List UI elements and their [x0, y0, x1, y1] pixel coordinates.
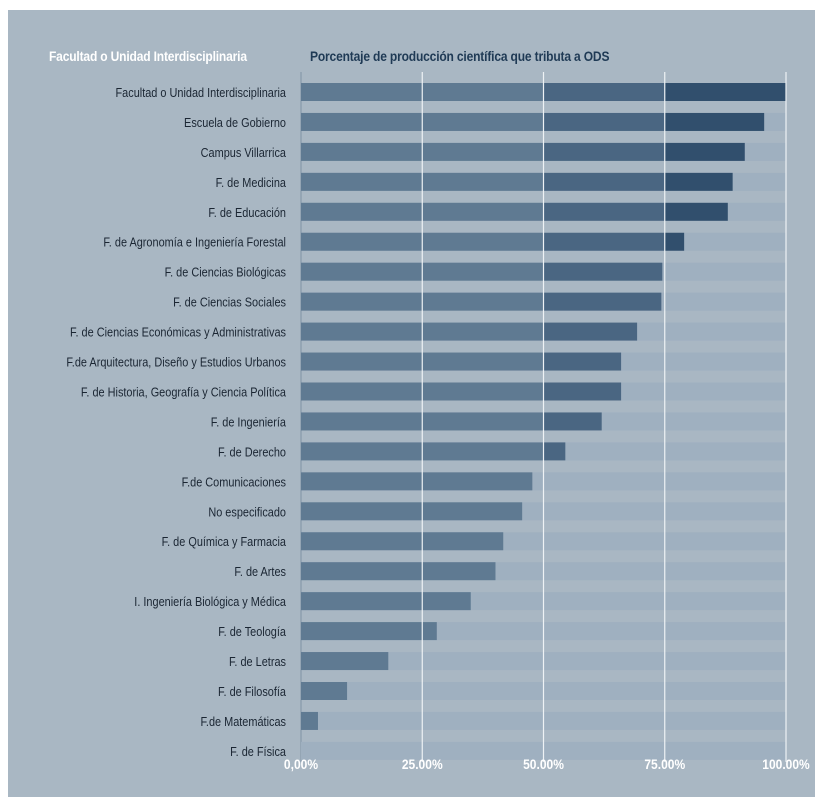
category-label: F. de Ciencias Biológicas	[165, 265, 286, 280]
category-label: F. de Teología	[218, 624, 286, 639]
x-tick-label: 50.00%	[523, 756, 564, 772]
bar	[301, 472, 533, 491]
bar	[543, 232, 665, 251]
category-label: Escuela de Gobierno	[184, 115, 286, 130]
category-label: I. Ingeniería Biológica y Médica	[134, 594, 286, 609]
bar	[664, 202, 728, 221]
category-header: Facultad o Unidad Interdisciplinaria	[49, 48, 247, 64]
bar	[301, 652, 389, 671]
category-label: F. de Química y Farmacia	[162, 534, 287, 549]
category-label: F. de Filosofía	[218, 684, 286, 699]
bar	[543, 142, 665, 161]
bar	[543, 83, 665, 101]
bar	[301, 592, 471, 611]
category-label: F. de Artes	[234, 564, 286, 579]
bar	[664, 112, 765, 131]
category-label: F. de Educación	[208, 205, 286, 220]
category-label: F. de Historia, Geografía y Ciencia Polí…	[81, 385, 286, 400]
bar	[543, 412, 602, 431]
category-label: F.de Comunicaciones	[182, 474, 286, 489]
category-label: F. de Ciencias Sociales	[173, 295, 286, 310]
bar	[543, 262, 663, 281]
category-label: F. de Ingeniería	[211, 415, 287, 430]
chart-panel: Facultad o Unidad Interdisciplinaria Por…	[8, 10, 815, 797]
bar	[301, 502, 523, 521]
bar	[301, 532, 504, 551]
chart-title: Porcentaje de producción científica que …	[310, 48, 610, 64]
category-label: F.de Arquitectura, Diseño y Estudios Urb…	[66, 355, 286, 370]
bar-chart: Facultad o Unidad Interdisciplinaria Escu…	[66, 72, 810, 772]
gridlines	[421, 72, 787, 762]
bar	[543, 172, 665, 191]
bar	[664, 232, 685, 251]
x-tick-label: 100.00%	[762, 756, 810, 772]
bar	[664, 142, 745, 161]
bar	[301, 711, 318, 730]
x-tick-label: 0,00%	[284, 756, 318, 772]
bar	[301, 622, 437, 641]
category-label: F. de Derecho	[218, 444, 286, 459]
category-label: F. de Agronomía e Ingeniería Forestal	[103, 235, 286, 250]
bar	[543, 322, 638, 341]
category-label: F. de Letras	[229, 654, 286, 669]
category-label: F. de Medicina	[216, 175, 287, 190]
bar	[301, 682, 348, 700]
bar	[301, 562, 496, 581]
category-label: F. de Física	[230, 744, 286, 759]
bar	[543, 292, 662, 311]
category-label: No especificado	[208, 504, 286, 519]
category-label: F.de Matemáticas	[200, 714, 286, 729]
bar	[543, 442, 566, 461]
bar	[543, 382, 622, 401]
bar	[664, 172, 733, 191]
category-label: F. de Ciencias Económicas y Administrati…	[70, 325, 286, 340]
bar	[543, 112, 665, 131]
category-labels: Facultad o Unidad Interdisciplinaria Escu…	[66, 85, 286, 759]
category-label: Campus Villarrica	[201, 145, 287, 160]
x-tick-label: 25.00%	[402, 756, 443, 772]
bars	[301, 83, 786, 730]
bar	[664, 83, 786, 101]
category-label: Facultad o Unidad Interdisciplinaria	[116, 85, 287, 100]
bar	[543, 352, 622, 371]
x-tick-labels: 0,00% 25.00% 50.00% 75.00% 100.00%	[284, 756, 810, 772]
bar	[543, 202, 665, 221]
x-tick-label: 75.00%	[644, 756, 685, 772]
